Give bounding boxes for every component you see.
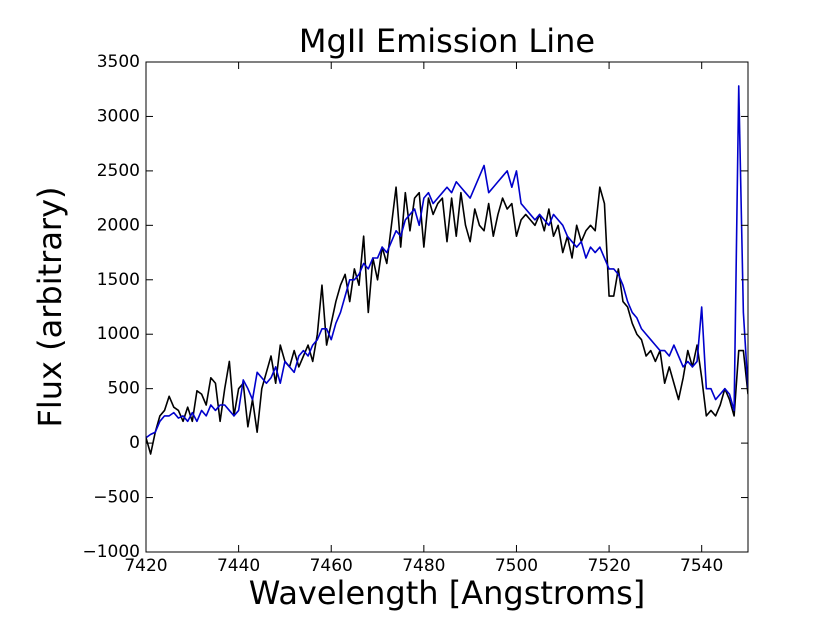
y-tick-label: 1000: [97, 324, 140, 344]
x-axis-label: Wavelength [Angstroms]: [249, 574, 646, 612]
y-tick-label: 2500: [97, 161, 140, 181]
plot-frame: [145, 61, 749, 553]
y-tick-label: −500: [93, 488, 140, 508]
y-axis-label: Flux (arbitrary): [31, 186, 69, 427]
x-tick-label: 7520: [587, 556, 630, 576]
x-tick-label: 7500: [495, 556, 538, 576]
x-tick-label: 7440: [217, 556, 260, 576]
y-tick-label: 500: [108, 379, 140, 399]
data-line: [146, 186, 748, 455]
y-tick-label: 1500: [97, 270, 140, 290]
x-tick-label: 7540: [680, 556, 723, 576]
y-tick-label: 2000: [97, 215, 140, 235]
chart-title: MgII Emission Line: [299, 22, 595, 60]
x-tick-label: 7460: [310, 556, 353, 576]
y-tick-label: 3000: [97, 106, 140, 126]
y-tick-label: 3500: [97, 52, 140, 72]
data-line: [146, 85, 748, 439]
x-tick-label: 7420: [124, 556, 167, 576]
y-tick-label: 0: [129, 433, 140, 453]
y-tick-label: −1000: [82, 542, 140, 562]
x-tick-label: 7480: [402, 556, 445, 576]
